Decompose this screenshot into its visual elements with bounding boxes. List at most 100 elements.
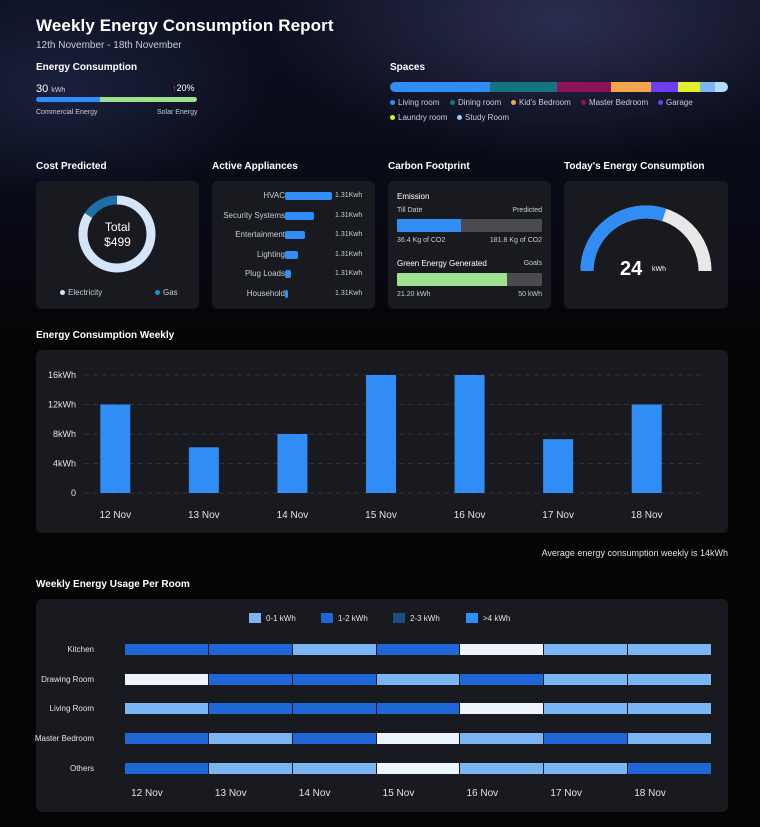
- spaces-legend-label: Laundry room: [398, 113, 448, 122]
- page-title: Weekly Energy Consumption Report: [36, 16, 334, 35]
- heatmap-cell: [460, 733, 544, 745]
- y-tick-label: 4kWh: [53, 459, 76, 469]
- y-tick-label: 0: [71, 488, 76, 498]
- bar: [543, 439, 574, 493]
- goal-value: 50 kWh: [518, 291, 542, 298]
- spaces-segment: [557, 82, 611, 92]
- gauge-fill: [580, 205, 667, 272]
- solar-energy-label: Solar Energy: [157, 109, 198, 116]
- till-date-value: 36.4 Kg of CO2: [397, 237, 446, 244]
- appliance-row: Lighting 1.31Kwh: [212, 249, 377, 261]
- heatmap-cell: [544, 673, 628, 685]
- spaces-segment: [651, 82, 678, 92]
- donut-total-label: Total: [104, 220, 131, 234]
- heatmap-cell: [125, 733, 208, 745]
- predicted-label: Predicted: [512, 207, 542, 214]
- todays-energy-title: Today's Energy Consumption: [564, 161, 705, 172]
- appliance-name: Entertainment: [235, 230, 285, 239]
- heatmap-cell: [376, 644, 460, 655]
- bar: [366, 375, 396, 493]
- legend-swatch-icon: [393, 613, 405, 623]
- appliance-value: 1.31Kwh: [335, 250, 363, 258]
- green-energy-title: Green Energy Generated: [397, 259, 487, 268]
- legend-swatch-icon: [321, 613, 333, 623]
- appliance-bar: [285, 192, 332, 200]
- heatmap-cell: [292, 762, 376, 774]
- appliance-bar: [285, 289, 288, 298]
- appliance-bar: [285, 270, 291, 278]
- green-energy-value: 21.20 kWh: [397, 291, 431, 298]
- heatmap-cell: [628, 762, 711, 774]
- heatmap-cell: [208, 644, 292, 655]
- heatmap-row-label: Others: [69, 763, 94, 773]
- spaces-segment: [677, 82, 700, 92]
- appliance-bar: [285, 231, 305, 239]
- electricity-dot-icon: [60, 290, 65, 295]
- emission-track: [397, 219, 542, 232]
- energy-gauge: [580, 205, 712, 272]
- heatmap-cell: [125, 644, 208, 655]
- energy-consumption-value: 30 kWh: [36, 83, 65, 95]
- appliance-value: 1.31Kwh: [335, 192, 363, 199]
- heatmap-cell: [460, 644, 544, 655]
- spaces-segment: [714, 82, 728, 92]
- heatmap-row-label: Master Bedroom: [34, 734, 94, 744]
- bar: [277, 434, 308, 493]
- heatmap-legend-label: 1-2 kWh: [338, 613, 368, 623]
- heatmap-legend-label: 2-3 kWh: [410, 613, 440, 623]
- heatmap-cell: [628, 644, 711, 655]
- heatmap-cell: [125, 673, 208, 685]
- electricity-legend: Electricity: [60, 288, 102, 297]
- heatmap-cell: [208, 733, 292, 745]
- heatmap-cell: [208, 762, 292, 774]
- heatmap-cell: [376, 673, 460, 685]
- carbon-footprint-card: Emission Till Date Predicted 36.4 Kg of …: [388, 181, 551, 309]
- energy-change-value: 20%: [176, 83, 195, 93]
- appliance-row: Security Systems 1.31Kwh: [212, 210, 377, 222]
- gauge-unit: kWh: [652, 266, 666, 273]
- heatmap-cell: [628, 703, 711, 715]
- spaces-legend-label: Garage: [666, 98, 693, 107]
- y-tick-label: 12kWh: [48, 400, 76, 410]
- appliance-value: 1.31Kwh: [335, 289, 363, 297]
- x-tick-label: 17 Nov: [542, 510, 574, 521]
- x-tick-label: 15 Nov: [365, 510, 397, 521]
- x-tick-label: 13 Nov: [188, 510, 220, 521]
- spaces-legend-item: Living room: [390, 98, 439, 107]
- x-tick-label: 18 Nov: [631, 510, 663, 521]
- commercial-energy-label: Commercial Energy: [36, 109, 98, 116]
- gas-legend: Gas: [155, 288, 178, 297]
- heatmap-legend-item: 0-1 kWh: [249, 613, 296, 623]
- spaces-segment: [390, 82, 491, 92]
- heatmap-day-label: 16 Nov: [466, 788, 499, 799]
- heatmap-legend-item: 2-3 kWh: [393, 613, 440, 623]
- legend-dot-icon: [390, 115, 395, 120]
- appliance-row: Entertainment 1.31Kwh: [212, 229, 377, 241]
- spaces-segment: [699, 82, 715, 92]
- spaces-legend-item: Master Bedroom: [581, 98, 648, 107]
- energy-value: 30: [36, 83, 49, 95]
- legend-dot-icon: [511, 100, 516, 105]
- active-appliances-card: HVAC 1.31Kwh Security Systems 1.31Kwh Entert…: [212, 181, 375, 309]
- heatmap-cell: [125, 703, 208, 715]
- heatmap-day-label: 15 Nov: [382, 788, 415, 799]
- heatmap-cell: [125, 762, 208, 774]
- appliance-name: Plug Loads: [244, 269, 285, 278]
- legend-swatch-icon: [466, 613, 478, 623]
- heatmap-day-label: 12 Nov: [131, 788, 163, 799]
- gauge-value: 24: [620, 258, 643, 280]
- bar: [188, 447, 219, 493]
- spaces-legend-item: Garage: [658, 98, 693, 107]
- heatmap-cell: [460, 762, 544, 774]
- heatmap-cell: [628, 733, 711, 745]
- bar: [100, 404, 131, 493]
- heatmap-cell: [376, 703, 460, 715]
- heatmap-cell: [544, 644, 628, 655]
- appliance-name: Household: [246, 288, 285, 298]
- date-range: 12th November - 18th November: [36, 40, 182, 51]
- y-tick-label: 16kWh: [48, 370, 76, 380]
- electricity-arc: [78, 195, 156, 273]
- heatmap-cell: [628, 673, 711, 685]
- bar: [631, 404, 662, 493]
- heatmap-legend-label: 0-1 kWh: [266, 613, 296, 623]
